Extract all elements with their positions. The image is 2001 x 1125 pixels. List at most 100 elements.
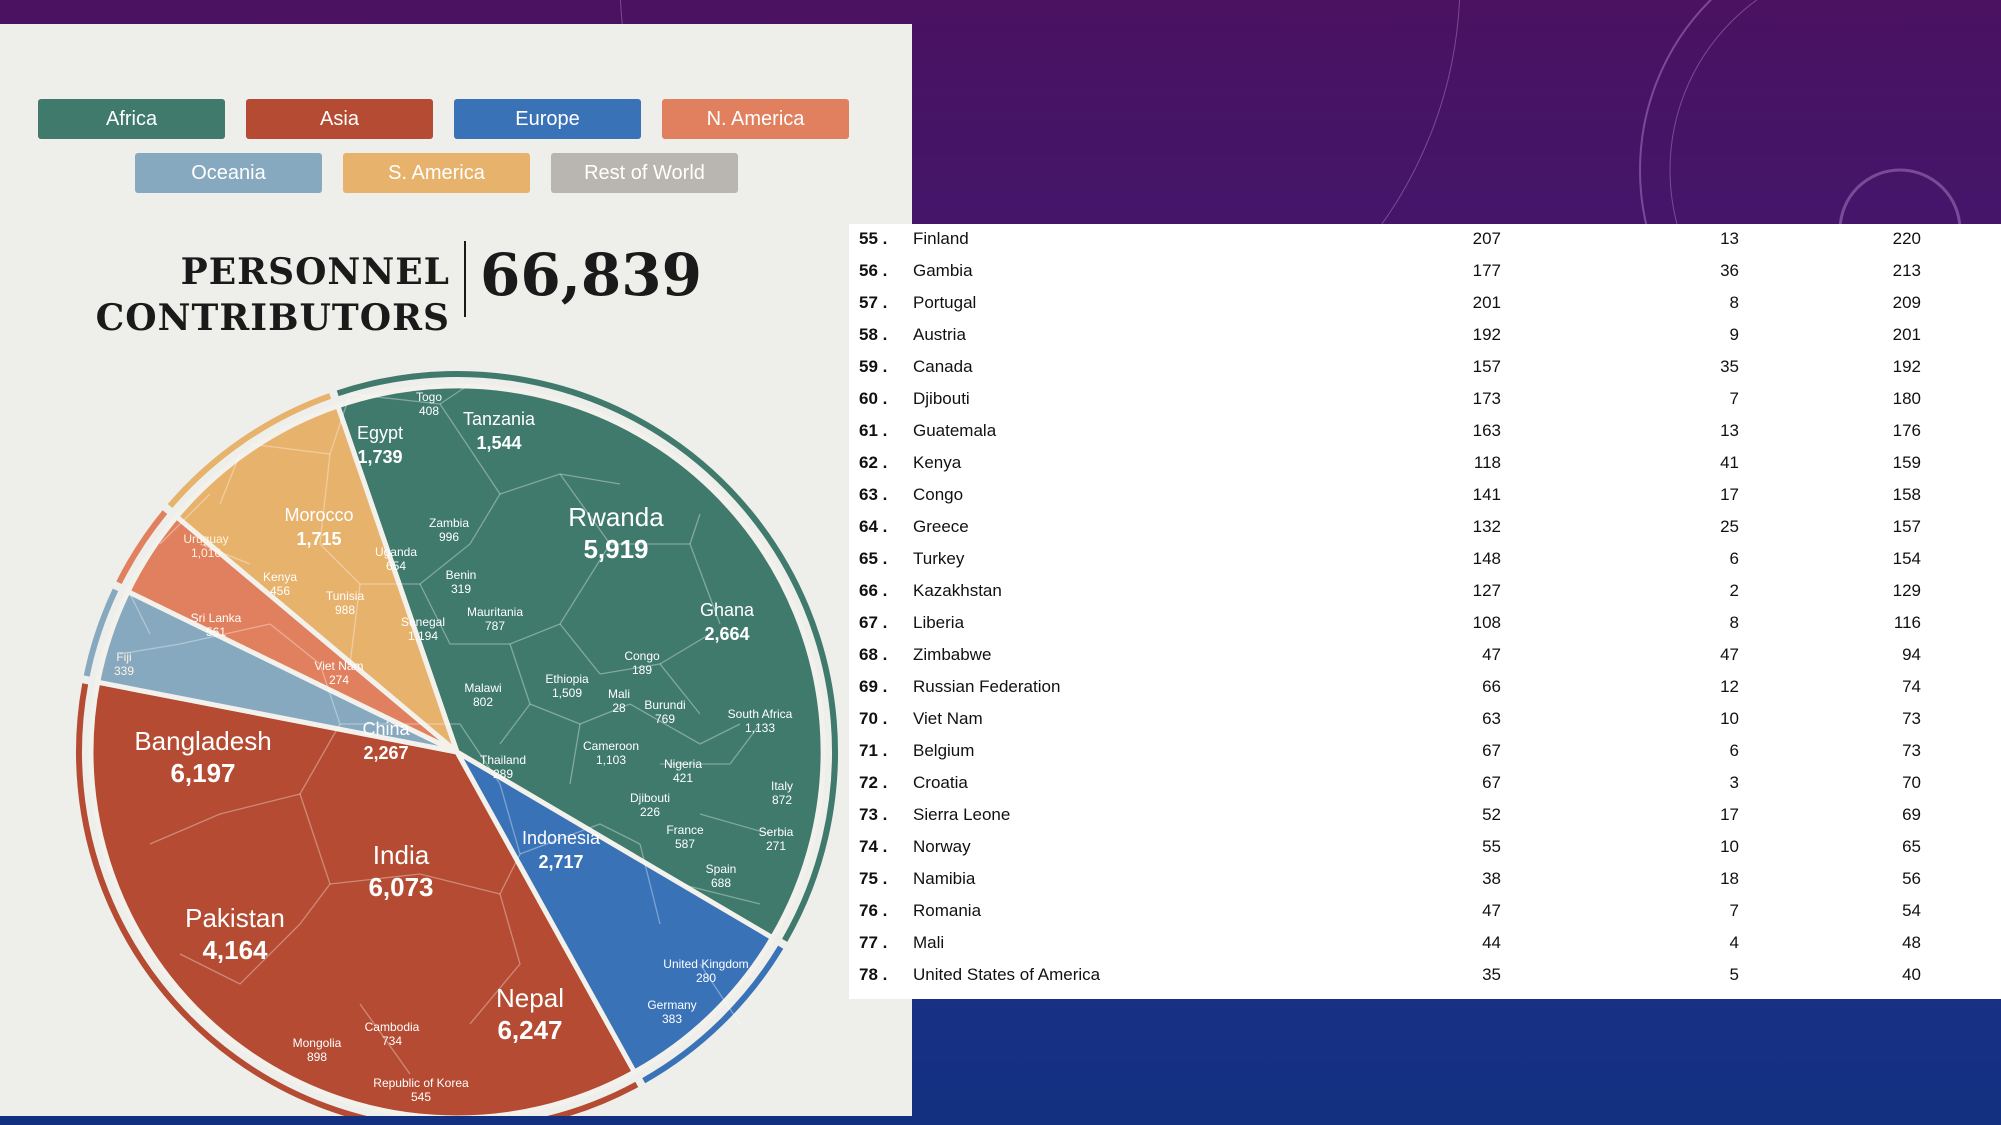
value-cell: 41: [1720, 453, 1739, 472]
chart-title-line-2: CONTRIBUTORS: [95, 297, 450, 339]
cell-border: [699, 813, 771, 835]
table-row: 56 . Gambia 177 36 213: [849, 256, 2001, 288]
country-value-cameroon: 1,103: [596, 753, 626, 767]
country-label-bangladesh: Bangladesh: [134, 726, 271, 756]
total-cell: 70: [1902, 773, 1921, 792]
value-cell: 35: [1482, 965, 1501, 984]
value-cell: 10: [1720, 709, 1739, 728]
value-cell: 47: [1720, 645, 1739, 664]
total-cell: 94: [1902, 645, 1921, 664]
value-cell: 18: [1720, 869, 1739, 888]
country-label-germany: Germany: [647, 998, 696, 1012]
region-rim-asia: [76, 683, 639, 1116]
country-label-viet-nam: Viet Nam: [314, 659, 363, 673]
rank-cell: 72 .: [859, 773, 888, 792]
value-cell: 192: [1472, 325, 1501, 344]
country-value-serbia: 271: [766, 839, 786, 853]
country-value-united-kingdom: 280: [696, 971, 716, 985]
cell-border: [559, 473, 611, 545]
rank-cell: 76 .: [859, 901, 888, 920]
country-cell: Sierra Leone: [913, 805, 1011, 824]
value-cell: 148: [1472, 549, 1501, 568]
value-cell: 10: [1720, 837, 1739, 856]
country-label-uganda: Uganda: [375, 545, 417, 559]
cell-border: [129, 593, 151, 635]
table-row: 57 . Portugal 201 8 209: [849, 288, 2001, 320]
rank-cell: 69 .: [859, 677, 888, 696]
country-value-uruguay: 1,016: [191, 546, 221, 560]
rank-cell: 63 .: [859, 485, 888, 504]
country-cell: Greece: [913, 517, 969, 536]
total-cell: 157: [1892, 517, 1921, 536]
country-label-djibouti: Djibouti: [630, 791, 670, 805]
region-rim-africa: [336, 371, 838, 942]
cell-border: [319, 453, 331, 545]
value-cell: 67: [1482, 741, 1501, 760]
rank-cell: 73 .: [859, 805, 888, 824]
table-row: 78 . United States of America 35 5 40: [849, 960, 2001, 992]
country-value-fiji: 339: [114, 664, 134, 678]
value-cell: 6: [1729, 741, 1739, 760]
country-cell: Norway: [913, 837, 971, 856]
total-cell: 116: [1893, 613, 1921, 632]
country-cell: United States of America: [913, 965, 1101, 984]
country-value-zambia: 996: [439, 530, 459, 544]
table-row: 68 . Zimbabwe 47 47 94: [849, 640, 2001, 672]
country-label-rwanda: Rwanda: [568, 502, 664, 532]
value-cell: 55: [1482, 837, 1501, 856]
rank-cell: 66 .: [859, 581, 888, 600]
value-cell: 36: [1720, 261, 1739, 280]
country-value-djibouti: 226: [640, 805, 660, 819]
country-label-kenya: Kenya: [263, 570, 297, 584]
country-value-china: 2,267: [363, 743, 408, 763]
cell-border: [299, 793, 331, 925]
value-cell: 207: [1472, 229, 1501, 248]
country-value-bangladesh: 6,197: [170, 758, 235, 788]
rank-cell: 60 .: [859, 389, 888, 408]
table-row: 73 . Sierra Leone 52 17 69: [849, 800, 2001, 832]
country-cell: Belgium: [913, 741, 975, 760]
country-cell: Croatia: [913, 773, 968, 792]
cell-border: [499, 643, 531, 745]
country-cell: Romania: [913, 901, 982, 920]
cell-border: [149, 793, 301, 845]
legend-asia: Asia: [246, 99, 433, 139]
region-asia: [88, 679, 638, 1116]
country-label-cameroon: Cameroon: [583, 739, 639, 753]
country-label-serbia: Serbia: [759, 825, 794, 839]
rank-cell: 77 .: [859, 933, 888, 952]
cell-border: [159, 493, 211, 545]
value-cell: 25: [1720, 517, 1739, 536]
value-cell: 67: [1482, 773, 1501, 792]
country-value-kenya: 456: [270, 584, 290, 598]
rank-cell: 65 .: [859, 549, 888, 568]
country-value-uganda: 654: [386, 559, 406, 573]
value-cell: 63: [1482, 709, 1501, 728]
chart-title-block: PERSONNEL CONTRIBUTORS 66,839: [96, 229, 702, 339]
value-cell: 13: [1720, 229, 1739, 248]
total-cell: 73: [1902, 709, 1921, 728]
table-row: 62 . Kenya 118 41 159: [849, 448, 2001, 480]
country-value-india: 6,073: [368, 872, 433, 902]
value-cell: 201: [1472, 293, 1501, 312]
infographic-panel: Africa Asia Europe N. America Oceania S. Amer…: [0, 24, 912, 1116]
cell-border: [179, 923, 301, 985]
rank-cell: 57 .: [859, 293, 888, 312]
cell-border: [699, 963, 741, 1025]
table-row: 75 . Namibia 38 18 56: [849, 864, 2001, 896]
country-label-togo: Togo: [416, 390, 442, 404]
value-cell: 38: [1482, 869, 1501, 888]
value-cell: 17: [1720, 485, 1739, 504]
country-cell: Viet Nam: [913, 709, 983, 728]
country-label-tanzania: Tanzania: [463, 409, 536, 429]
country-cell: Congo: [913, 485, 964, 504]
country-label-mali: Mali: [608, 687, 630, 701]
value-cell: 5: [1729, 965, 1739, 984]
cell-border: [329, 873, 501, 895]
value-cell: 118: [1473, 453, 1501, 472]
table-row: 67 . Liberia 108 8 116: [849, 608, 2001, 640]
value-cell: 177: [1472, 261, 1501, 280]
region-africa: [334, 383, 826, 942]
total-cell: 220: [1892, 229, 1921, 248]
value-cell: 13: [1720, 421, 1739, 440]
